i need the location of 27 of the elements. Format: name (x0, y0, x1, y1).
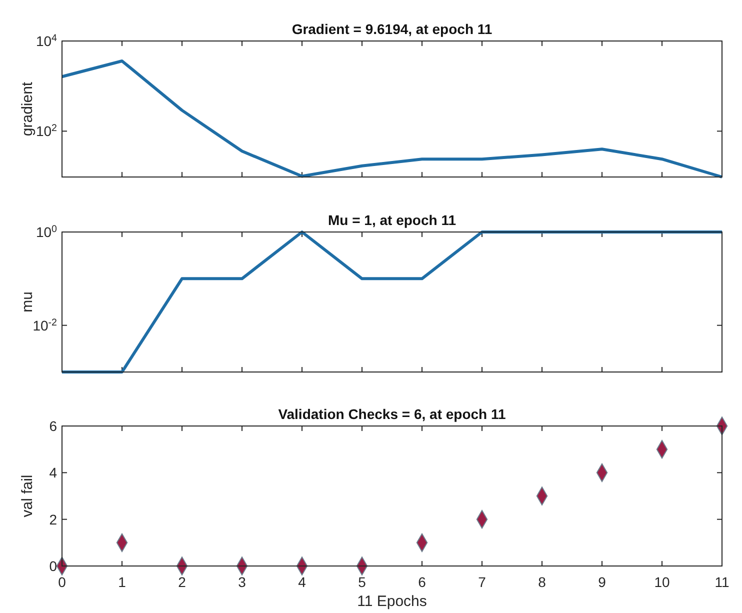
chart-title: Validation Checks = 6, at epoch 11 (278, 406, 506, 422)
x-tick-label: 8 (538, 574, 546, 590)
y-tick-label: 10$^{0}$ (36, 224, 58, 240)
y-tick-label: 2 (49, 511, 58, 528)
y-tick-label: 10$^{-2}$ (32, 316, 57, 334)
x-tick-label: 10 (654, 574, 670, 590)
y-axis-title: mu (19, 292, 36, 312)
y-tick-label: 6 (49, 418, 58, 434)
x-tick-label: 11 (714, 574, 730, 590)
x-tick-label: 6 (418, 574, 426, 590)
y-axis-title: gradient (19, 81, 36, 136)
x-tick-label: 7 (478, 574, 486, 590)
x-tick-label: 1 (118, 574, 126, 590)
x-tick-label: 4 (298, 574, 306, 590)
y-tick-label: 0 (49, 558, 58, 574)
y-tick-label: 10$^{4}$ (36, 32, 58, 49)
line-series (60, 60, 724, 178)
y-tick-label: 4 (49, 464, 58, 481)
chart-title: Gradient = 9.6194, at epoch 11 (292, 21, 492, 37)
x-tick-label: 5 (358, 574, 366, 590)
x-tick-label: 2 (178, 574, 186, 590)
y-tick-label: 10$^{2}$ (36, 122, 57, 140)
y-axis-title: val fail (19, 474, 36, 518)
x-axis-title: 11 Epochs (357, 593, 427, 610)
chart-title: Mu = 1, at epoch 11 (328, 212, 456, 228)
x-tick-label: 3 (238, 574, 246, 590)
x-tick-label: 9 (598, 574, 606, 590)
